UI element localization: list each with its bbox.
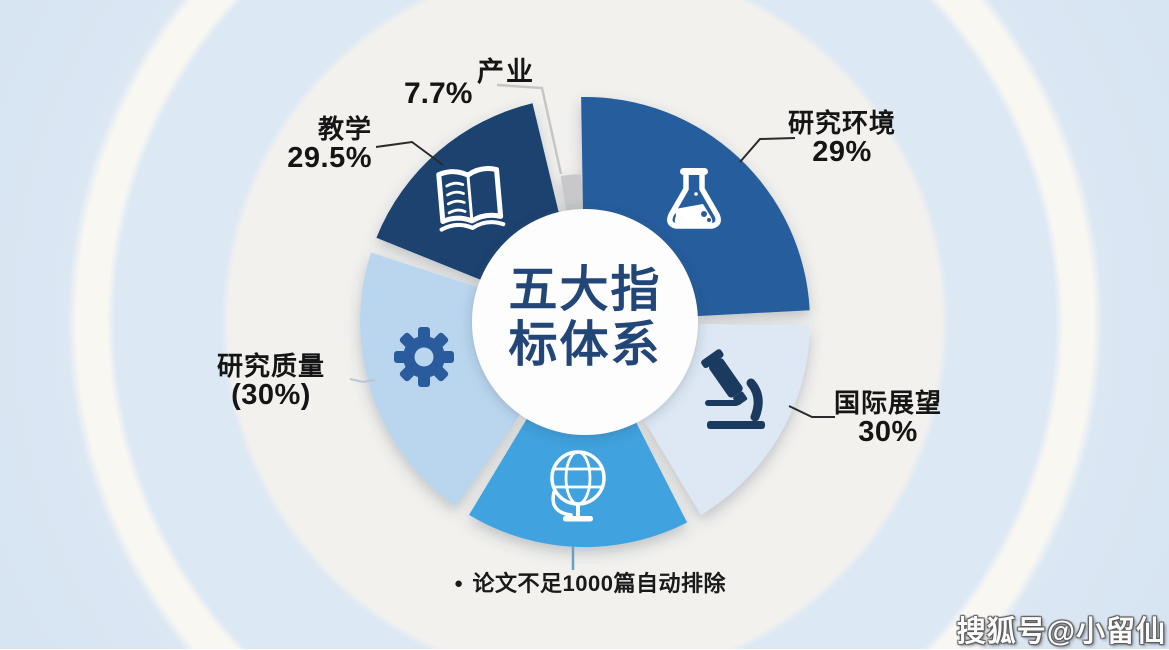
segment-label: 教学 bbox=[317, 114, 372, 144]
industry-leader-line bbox=[496, 83, 563, 175]
teaching-leader-line bbox=[375, 140, 444, 166]
donut-center-circle bbox=[472, 209, 698, 435]
globe-segment-wedge bbox=[469, 418, 688, 548]
segment-label: 国际展望 bbox=[833, 388, 942, 418]
center-title-line1: 五大指 bbox=[508, 263, 662, 317]
label-research-environment: 研究环境 29% bbox=[784, 109, 900, 168]
book-icon bbox=[436, 166, 506, 232]
label-teaching: 教学 29.5% bbox=[248, 115, 372, 174]
microscope-icon bbox=[701, 349, 765, 429]
label-international-outlook: 国际展望 30% bbox=[824, 389, 952, 448]
chanye-wedge bbox=[560, 174, 583, 212]
segment-label: 研究环境 bbox=[787, 108, 896, 138]
value-industry: 7.7% bbox=[404, 77, 473, 110]
center-title-line2: 标体系 bbox=[508, 317, 662, 372]
watermark: 搜狐号@小留仙 bbox=[956, 616, 1166, 648]
research-environment-leader-line bbox=[739, 137, 796, 163]
exclusion-note-text: 论文不足1000篇自动排除 bbox=[472, 571, 726, 596]
bullet-icon: ● bbox=[453, 575, 464, 592]
label-research-quality: 研究质量 (30%) bbox=[201, 352, 341, 411]
international-outlook-leader-line bbox=[788, 405, 835, 418]
segment-value: 30% bbox=[858, 416, 918, 449]
globe-icon bbox=[550, 450, 606, 522]
segment-label: 研究质量 bbox=[216, 351, 325, 381]
research-quality-leader-line bbox=[349, 378, 376, 384]
segment-value: (30%) bbox=[231, 379, 311, 412]
chart-center-title: 五大指 标体系 bbox=[463, 263, 707, 373]
guoji-zhanwang-wedge bbox=[642, 324, 810, 515]
label-industry: 产业 bbox=[477, 57, 535, 87]
segment-value: 29% bbox=[812, 136, 872, 169]
gear-icon bbox=[394, 327, 454, 387]
segment-value: 29.5% bbox=[287, 142, 372, 175]
flask-icon bbox=[667, 168, 721, 229]
exclusion-note: ● 论文不足1000篇自动排除 bbox=[424, 566, 756, 598]
